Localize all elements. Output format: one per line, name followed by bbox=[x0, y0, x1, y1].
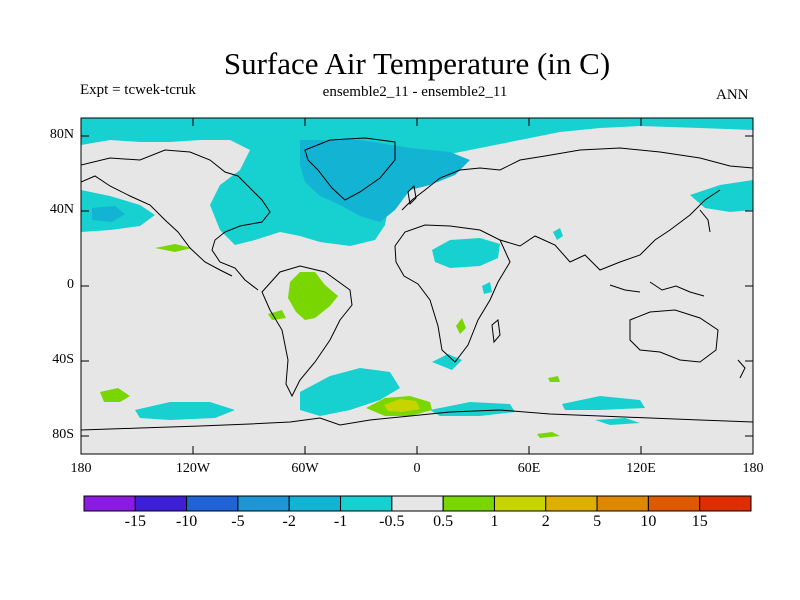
lat-label: 80S bbox=[52, 427, 74, 442]
lon-label: 120E bbox=[626, 461, 656, 476]
colorbar-swatch bbox=[699, 495, 752, 512]
amazon-warm-spot bbox=[268, 310, 286, 320]
colorbar-label: 2 bbox=[541, 513, 550, 530]
coast-madagascar bbox=[491, 319, 501, 344]
lat-label: 0 bbox=[67, 277, 74, 292]
southern-ocean-cold-band-2 bbox=[300, 368, 400, 416]
coast-north-america bbox=[81, 149, 271, 291]
lat-label: 40S bbox=[52, 352, 74, 367]
antarctic-warm-spot bbox=[537, 432, 560, 438]
indian-ocean-warm-spot bbox=[548, 376, 560, 382]
colorbar-label: 10 bbox=[640, 513, 657, 530]
nw-pacific-cold-region bbox=[690, 180, 753, 212]
colorbar-label: -10 bbox=[175, 513, 198, 530]
coast-greenland bbox=[304, 137, 396, 201]
experiment-label: Expt = tcwek-tcruk bbox=[80, 82, 196, 98]
colorbar-swatch bbox=[237, 495, 290, 512]
colorbar-swatch bbox=[647, 495, 701, 512]
ensemble-label: ensemble2_11 - ensemble2_11 bbox=[322, 84, 508, 100]
season-label: ANN bbox=[716, 87, 749, 103]
east-africa-cold-spot bbox=[482, 282, 492, 294]
colorbar-swatch bbox=[134, 495, 188, 512]
southern-ocean-cold-band-4 bbox=[562, 396, 645, 410]
colorbar-label: 0.5 bbox=[433, 513, 454, 530]
plot-title: Surface Air Temperature (in C) bbox=[223, 46, 611, 81]
southern-ocean-warm-core bbox=[384, 399, 420, 412]
coast-asia bbox=[499, 189, 721, 271]
colorbar-swatch bbox=[442, 495, 495, 512]
lon-label: 60E bbox=[517, 461, 541, 476]
coast-africa bbox=[394, 224, 511, 363]
anomaly-contours bbox=[81, 118, 753, 438]
southern-africa-warm-spot bbox=[456, 318, 466, 334]
coast-south-america bbox=[261, 265, 353, 398]
colorbar-swatch bbox=[391, 495, 444, 512]
coast-europe bbox=[401, 147, 753, 211]
lon-label: 60W bbox=[291, 461, 319, 476]
pacific-cold-core bbox=[92, 206, 125, 222]
colorbar-label: -15 bbox=[124, 513, 146, 530]
lon-label: 0 bbox=[413, 461, 421, 476]
arabia-cold-spot bbox=[553, 228, 563, 240]
southern-ocean-cold-band-5 bbox=[595, 418, 640, 425]
colorbar-swatch bbox=[186, 495, 239, 512]
lon-label: 120W bbox=[175, 461, 211, 476]
colorbar-label: -2 bbox=[282, 513, 296, 530]
sahara-cold-region bbox=[432, 238, 500, 268]
colorbar-label: 5 bbox=[593, 513, 602, 530]
arctic-cold-region bbox=[81, 118, 753, 246]
coast-japan bbox=[699, 209, 711, 233]
lat-label: 80N bbox=[49, 127, 74, 142]
colorbar-label: -0.5 bbox=[379, 513, 405, 530]
colorbar-swatch bbox=[596, 495, 649, 512]
southern-ocean-cold-band-3 bbox=[430, 402, 515, 416]
coast-indonesia bbox=[609, 281, 705, 297]
greenland-cold-core bbox=[300, 140, 470, 222]
lat-label: 40N bbox=[49, 202, 74, 217]
south-atlantic-cold-spot bbox=[432, 354, 462, 370]
coast-australia bbox=[629, 309, 719, 363]
colorbar-label: 15 bbox=[691, 513, 708, 530]
colorbar-swatch bbox=[83, 495, 136, 512]
colorbar-swatch bbox=[493, 495, 547, 512]
amazon-warm-region bbox=[288, 272, 338, 320]
coastlines bbox=[81, 137, 753, 431]
coast-antarctica bbox=[81, 409, 753, 431]
coast-uk bbox=[407, 184, 417, 206]
colorbar-label: -1 bbox=[333, 513, 348, 530]
colorbar-swatch bbox=[340, 495, 393, 512]
colorbar-label: -5 bbox=[231, 513, 245, 530]
south-pacific-warm-region bbox=[100, 388, 130, 402]
colorbar-label: 1 bbox=[490, 513, 499, 530]
lon-label: 180 bbox=[742, 461, 764, 476]
lon-label: 180 bbox=[70, 461, 92, 476]
map-ticks bbox=[81, 118, 753, 454]
colorbar-swatch bbox=[545, 495, 598, 512]
colorbar-swatch bbox=[288, 495, 342, 512]
colorbar bbox=[83, 495, 752, 512]
southern-ocean-cold-band-1 bbox=[135, 402, 235, 420]
pacific-warm-spot bbox=[155, 244, 192, 252]
coast-new-zealand bbox=[737, 359, 746, 379]
